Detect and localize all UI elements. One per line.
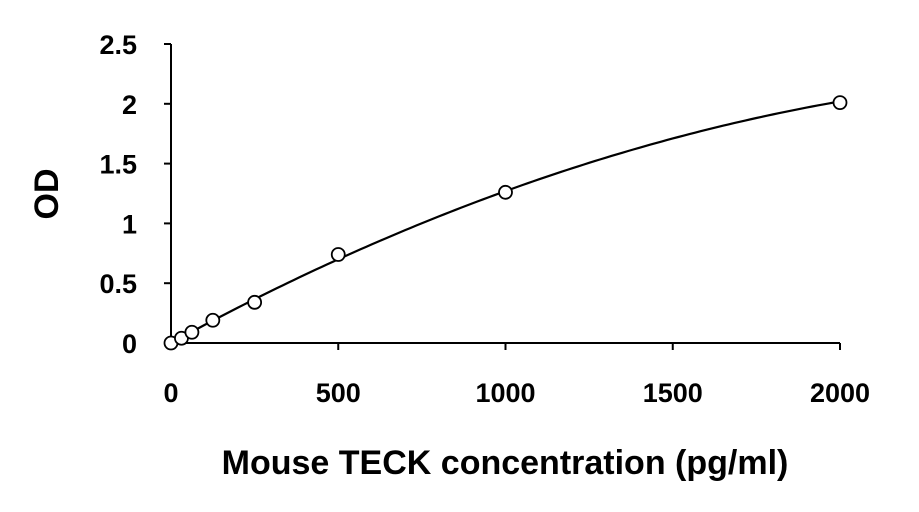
y-tick-label: 1.5 <box>99 150 137 180</box>
data-points-layer <box>163 95 848 351</box>
data-point <box>205 312 221 328</box>
x-tick-label: 1500 <box>643 378 703 408</box>
data-point <box>498 184 513 200</box>
data-point <box>184 324 200 340</box>
y-tick-label: 2 <box>122 90 137 120</box>
data-point <box>247 294 263 310</box>
x-tick-label: 500 <box>316 378 361 408</box>
x-tick-label: 0 <box>163 378 178 408</box>
x-axis-title: Mouse TECK concentration (pg/ml) <box>222 444 789 482</box>
data-point <box>330 247 346 262</box>
y-tick-label: 2.5 <box>99 30 137 60</box>
fit-curve <box>170 100 841 344</box>
fit-curve-layer <box>170 100 841 344</box>
x-tick-label: 2000 <box>810 378 870 408</box>
data-point <box>832 95 848 111</box>
y-tick-label: 0.5 <box>99 269 137 299</box>
x-tick-label: 1000 <box>475 378 535 408</box>
y-tick-label: 0 <box>122 329 137 359</box>
y-axis-title: OD <box>28 169 66 220</box>
y-tick-label: 1 <box>122 209 137 239</box>
axes: 0 0.5 1 1.5 2 2.5 0 500 1000 1500 2000 <box>99 30 870 408</box>
